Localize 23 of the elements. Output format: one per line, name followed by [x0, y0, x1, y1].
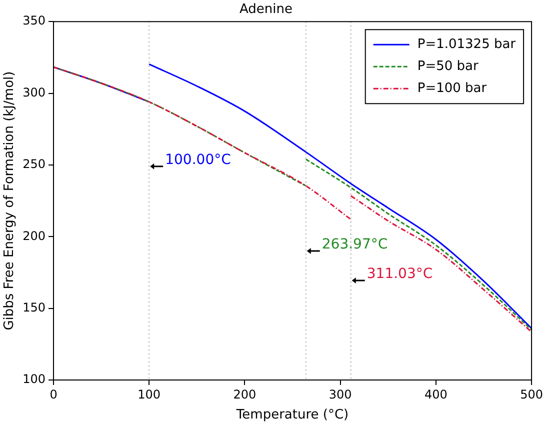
x-tick-label: 300 — [328, 387, 352, 402]
x-tick-label: 200 — [233, 387, 256, 402]
legend-label: P=1.01325 bar — [417, 36, 516, 52]
y-tick-label: 100 — [22, 372, 46, 386]
x-tick-label: 100 — [138, 387, 161, 402]
legend-label: P=50 bar — [417, 58, 479, 74]
line-series — [305, 158, 532, 331]
legend-label: P=100 bar — [417, 80, 488, 96]
x-tick-label: 400 — [424, 387, 448, 402]
x-tick-label: 0 — [50, 387, 58, 402]
annotation: 100.00°C — [165, 152, 232, 168]
y-tick-label: 150 — [22, 300, 46, 314]
annotation: 263.97°C — [322, 236, 388, 253]
x-tick-label: 500 — [520, 387, 543, 402]
y-tick-label: 300 — [22, 85, 46, 100]
y-tick-label: 350 — [22, 14, 46, 28]
chart-title: Adenine — [239, 2, 293, 18]
x-axis-title: Temperature (°C) — [235, 408, 349, 423]
y-axis-title: Gibbs Free Energy of Formation (kJ/mol) — [2, 71, 18, 330]
y-tick-label: 250 — [22, 157, 46, 172]
y-tick-label: 200 — [22, 228, 46, 243]
annotation: 311.03°C — [366, 266, 433, 282]
line-series — [54, 66, 352, 220]
